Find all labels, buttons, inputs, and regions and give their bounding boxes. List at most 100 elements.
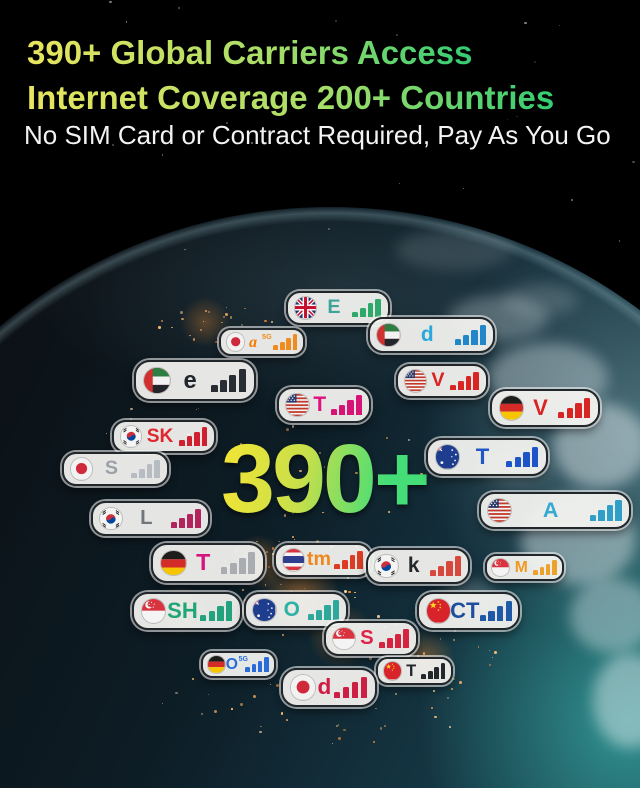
city-light-dot (161, 319, 164, 323)
carrier-label: A (542, 497, 559, 522)
city-light-dot (198, 408, 200, 410)
city-light-dot (420, 472, 423, 476)
city-light-dot (447, 696, 450, 699)
city-light-dot (179, 311, 183, 314)
star-dot (161, 154, 164, 156)
flag-au-icon (435, 445, 460, 469)
star-dot (395, 34, 398, 37)
city-light-dot (372, 740, 376, 744)
city-light-dot (283, 514, 287, 517)
city-light-dot (346, 576, 349, 579)
carrier-count-badge: 390+ (221, 424, 430, 533)
city-light-dot (313, 498, 316, 500)
flag-ae-icon (144, 367, 170, 394)
city-light-dot (192, 337, 196, 341)
city-light-dot (259, 730, 262, 734)
signal-bars-icon (450, 371, 480, 391)
city-light-dot (240, 323, 244, 327)
city-light-dot (316, 476, 320, 480)
carrier-pill: L (91, 501, 210, 536)
carrier-label: E (327, 296, 341, 319)
signal-bars-icon (273, 334, 298, 350)
carrier-label: V (533, 394, 548, 420)
star-dot (125, 21, 128, 24)
carrier-pill: T (376, 657, 453, 685)
carrier-pill: e (134, 360, 256, 401)
star-dot (534, 60, 537, 63)
signal-bars-icon (170, 508, 201, 529)
city-light-dot (459, 681, 462, 684)
signal-bars-icon (245, 657, 269, 672)
city-light-dot (369, 657, 372, 660)
city-light-dot (383, 724, 387, 728)
city-light-dot (263, 319, 267, 323)
star-dot (184, 249, 186, 251)
city-light-dot (271, 546, 275, 550)
city-light-dot (280, 583, 282, 586)
carrier-pill: k (366, 548, 470, 584)
city-light-dot (291, 590, 293, 592)
flag-kr-icon (375, 554, 398, 578)
carrier-label: V (431, 369, 445, 392)
city-light-dot (192, 677, 195, 680)
city-light-dot (181, 318, 184, 321)
city-light-dot (267, 565, 270, 568)
carrier-pill: T (426, 438, 548, 476)
carrier-label: SK (146, 425, 174, 447)
city-light-dot (318, 451, 322, 455)
carrier-label: d (420, 322, 434, 346)
city-light-dot (188, 334, 191, 337)
star-dot (559, 24, 561, 27)
star-dot (226, 122, 229, 125)
star-dot (422, 54, 425, 56)
star-dot (462, 188, 464, 190)
city-light-dot (315, 540, 319, 544)
carrier-label: SH (167, 597, 198, 623)
city-light-dot (158, 326, 161, 329)
star-dot (194, 51, 197, 54)
signal-bars-icon (421, 663, 446, 679)
carrier-pill: d (281, 668, 377, 707)
signal-bars-icon (454, 325, 486, 345)
city-light-dot (240, 443, 243, 446)
signal-bars-icon (557, 397, 591, 419)
city-light-dot (292, 425, 295, 428)
flag-ae-icon (377, 323, 400, 347)
city-light-dot (379, 727, 382, 730)
carrier-label: a (248, 332, 258, 351)
signal-bars-icon (429, 556, 461, 576)
signal-bars-icon (333, 676, 368, 699)
flag-au-icon (253, 598, 276, 622)
city-light-dot (200, 713, 203, 716)
city-light-dot (130, 418, 133, 421)
flag-jp-icon (226, 333, 244, 351)
flag-th-icon (282, 549, 304, 571)
city-light-dot (337, 468, 339, 470)
carrier-label: k (407, 553, 420, 577)
carrier-pill: A (479, 492, 631, 529)
carrier-pill: V (490, 389, 600, 427)
signal-bars-icon (352, 298, 382, 318)
city-light-dot (331, 743, 333, 745)
city-light-dot (277, 540, 280, 543)
headline-line2: Internet Coverage 200+ Countries (27, 75, 554, 120)
city-light-dot (386, 655, 389, 658)
city-light-dot (416, 654, 420, 658)
subtitle: No SIM Card or Contract Required, Pay As… (24, 120, 611, 150)
city-light-dot (364, 575, 366, 578)
star-dot (632, 160, 635, 163)
carrier-label: O (225, 655, 238, 673)
signal-bars-icon (220, 552, 255, 574)
city-light-dot (256, 452, 260, 456)
city-light-dot (260, 725, 262, 727)
flag-de-icon (208, 656, 226, 673)
signal-bars-icon (589, 500, 622, 521)
carrier-label: T (475, 443, 490, 469)
city-light-dot (491, 657, 494, 659)
city-light-dot (264, 584, 266, 586)
city-light-dot (358, 496, 361, 499)
star-dot (618, 240, 620, 242)
city-light-dot (291, 511, 294, 514)
city-light-dot (205, 310, 208, 312)
